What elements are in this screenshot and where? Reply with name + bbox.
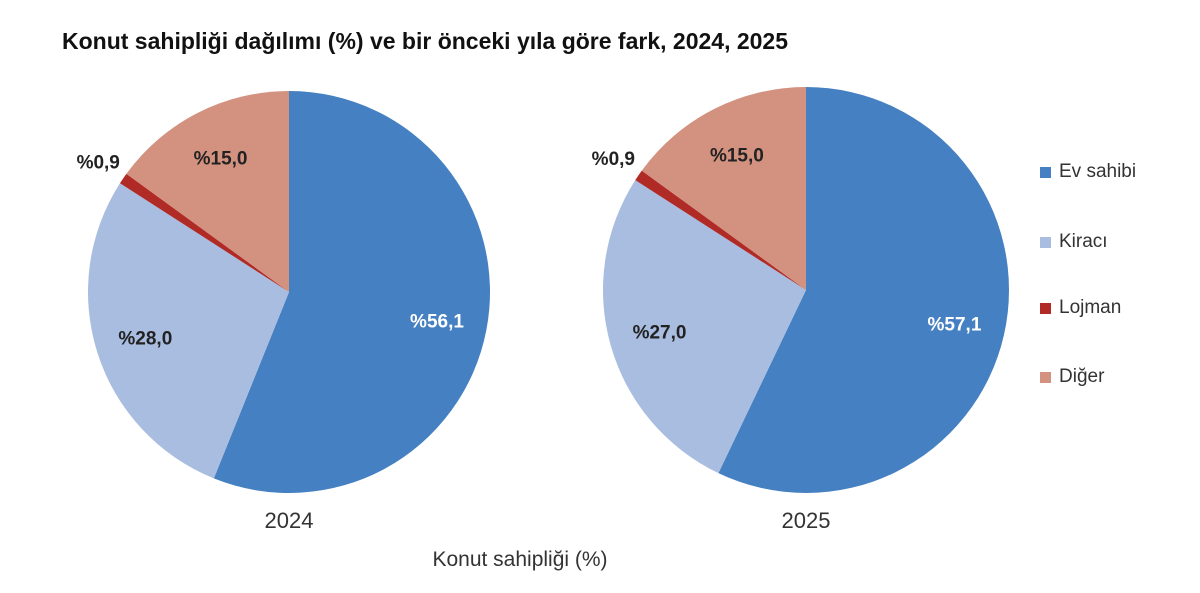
pie-slice-2025-2 [635,170,806,290]
legend-swatch [1040,236,1051,248]
legend-swatch [1040,166,1051,178]
legend-item-lojman: Lojman [1040,297,1121,319]
pie-slice-2024-2 [119,173,289,292]
legend-swatch [1040,371,1051,383]
data-label-2025-3: %15,0 [710,145,764,166]
data-label-2025-1: %27,0 [633,323,687,344]
legend-label: Diğer [1059,366,1105,387]
legend-item-kiraci: Kiracı [1040,231,1108,253]
pie-slice-2025-3 [641,87,806,290]
pie-slice-2025-1 [603,180,806,474]
pie-label-2025: 2025 [781,508,831,533]
data-label-2025-0: %57,1 [928,315,982,336]
legend-swatch [1040,302,1051,314]
data-label-2024-0: %56,1 [410,312,464,333]
pie-slice-2024-1 [88,183,289,479]
data-label-2024-1: %28,0 [118,329,172,350]
data-label-2024-3: %15,0 [194,149,248,170]
legend-item-ev-sahibi: Ev sahibi [1040,161,1136,183]
legend-item-diger: Diğer [1040,366,1104,388]
legend-label: Ev sahibi [1059,161,1137,182]
pie-slice-2024-0 [213,91,491,494]
data-label-2024-2: %0,9 [77,152,120,173]
legend-label: Lojman [1059,297,1122,318]
data-label-2025-2: %0,9 [592,149,635,170]
pie-slice-2024-3 [126,91,290,292]
x-axis-label: Konut sahipliği (%) [432,548,608,571]
legend-label: Kiracı [1059,231,1108,252]
chart-title: Konut sahipliği dağılımı (%) ve bir önce… [62,28,789,54]
pie-slice-2025-0 [718,87,1009,494]
pie-label-2024: 2024 [264,508,314,533]
